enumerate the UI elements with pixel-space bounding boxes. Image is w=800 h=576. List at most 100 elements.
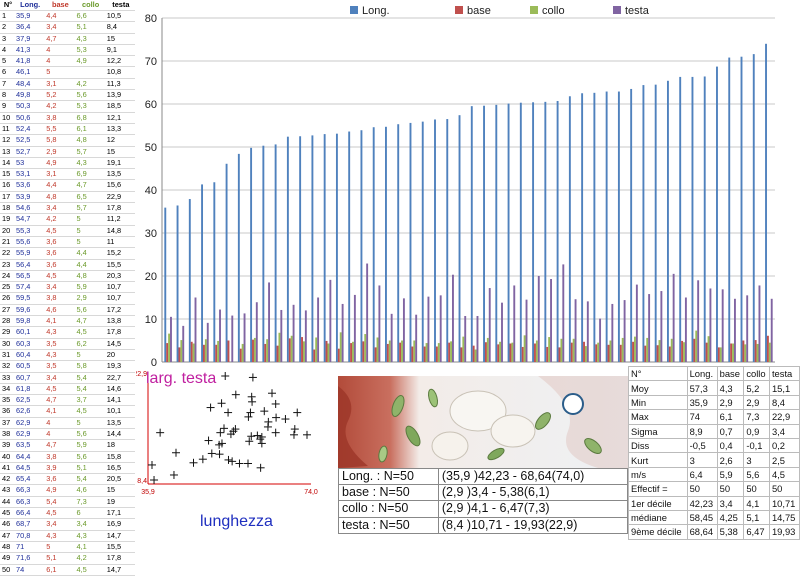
table-row: 17 53,9 4,8 6,5 22,9 <box>0 191 135 204</box>
bar-base <box>595 344 598 362</box>
table-cell: 55,9 <box>14 247 45 260</box>
table-cell: 3,7 <box>74 394 105 407</box>
bar-collo <box>302 341 305 362</box>
range-summary: Long. : N=50 (35,9 )42,23 - 68,64(74,0) ba… <box>338 467 629 534</box>
table-cell: 3,8 <box>44 292 75 305</box>
measurements-header-row: N° Long. base collo testa <box>0 0 135 11</box>
legend-swatch <box>613 6 621 14</box>
table-cell: 50 <box>0 564 14 576</box>
bar-base <box>558 347 561 362</box>
table-cell: 4,4 <box>44 10 75 23</box>
table-cell: 34 <box>0 383 14 396</box>
bar-testa <box>537 276 540 362</box>
table-cell: 6,2 <box>74 338 105 350</box>
table-row: 10 50,6 3,8 6,8 12,1 <box>0 112 135 124</box>
y-tick-label: 70 <box>145 56 157 68</box>
bar-testa <box>758 285 761 362</box>
stats-cell: Sigma <box>628 423 688 439</box>
table-cell: 5,6 <box>74 451 105 463</box>
table-row: 14 53 4,9 4,3 19,1 <box>0 157 135 170</box>
table-cell: 3,6 <box>44 247 75 260</box>
bar-testa <box>231 315 234 362</box>
table-cell: 5 <box>44 66 75 79</box>
stats-cell: 8,9 <box>686 423 718 439</box>
scatter-point <box>272 413 281 422</box>
table-row: 22 55,9 3,6 4,4 15,2 <box>0 247 135 260</box>
table-cell: 4,8 <box>44 191 75 204</box>
bar-base <box>374 347 377 362</box>
bar-collo <box>253 337 256 362</box>
table-cell: 41 <box>0 462 14 475</box>
table-cell: 5,2 <box>44 89 75 102</box>
bar-collo <box>634 336 636 362</box>
scatter-point <box>224 408 233 417</box>
bar-base <box>644 345 647 362</box>
bar-collo <box>683 342 685 362</box>
bar-base <box>766 335 769 362</box>
stats-cell: 5,2 <box>743 380 770 396</box>
table-cell: 14 <box>0 157 14 170</box>
bar-long <box>299 136 302 362</box>
bar-long <box>237 153 240 362</box>
table-cell: 53,6 <box>14 179 45 192</box>
table-row: 48 71 5 4,1 15,5 <box>0 541 135 554</box>
stats-cell: 10,71 <box>768 495 800 511</box>
table-cell: 21 <box>0 236 14 249</box>
bar-collo <box>339 332 342 362</box>
table-row: 49 71,6 5,1 4,2 17,8 <box>0 552 135 565</box>
table-cell: 5 <box>74 213 105 226</box>
table-cell: 20,5 <box>104 473 135 486</box>
bar-testa <box>206 322 209 362</box>
table-cell: 46 <box>0 518 14 531</box>
stats-cell: base <box>716 365 745 382</box>
stats-cell: Moy <box>628 380 688 396</box>
y-axis-title: larg. testa <box>146 370 216 387</box>
scatter-point <box>198 455 207 464</box>
table-cell: 64,4 <box>14 451 45 463</box>
table-cell: 15 <box>104 146 135 158</box>
table-cell: 6,1 <box>74 123 105 136</box>
scatter-point <box>246 408 255 417</box>
table-cell: 36 <box>0 405 14 418</box>
stats-cell: 15,1 <box>768 380 800 396</box>
table-cell: 5,7 <box>74 146 105 158</box>
table-cell: 15,6 <box>104 179 135 192</box>
table-cell: 53 <box>14 157 45 170</box>
bar-collo <box>290 335 293 362</box>
table-cell: 4,1 <box>74 541 105 554</box>
scatter-point <box>156 428 165 437</box>
stats-cell: 3 <box>743 452 770 468</box>
table-cell: 14,5 <box>104 338 135 350</box>
bar-collo <box>756 343 759 362</box>
table-cell: 5,6 <box>74 89 105 102</box>
bar-long <box>654 84 657 363</box>
table-cell: 57,4 <box>14 281 45 294</box>
bar-collo <box>523 335 526 362</box>
table-cell: 53,1 <box>14 168 45 181</box>
scatter-point <box>229 427 238 436</box>
table-row: 29 60,1 4,3 4,5 17,8 <box>0 326 135 339</box>
table-cell: 4,7 <box>44 394 75 407</box>
table-cell: 24 <box>0 270 14 283</box>
stats-row: Min 35,9 2,9 2,9 8,4 <box>628 394 800 411</box>
bar-testa <box>464 315 467 362</box>
table-cell: 5,8 <box>74 360 105 373</box>
bar-base <box>276 345 279 362</box>
table-cell: 6,6 <box>74 10 105 23</box>
bar-long <box>262 145 265 362</box>
bar-collo <box>646 337 649 362</box>
table-row: 23 56,4 3,6 4,4 15,5 <box>0 259 135 271</box>
table-cell: 3,5 <box>44 360 75 373</box>
y-tick-label: 60 <box>145 99 157 111</box>
stats-row: Moy 57,3 4,3 5,2 15,1 <box>628 380 800 396</box>
table-cell: 4 <box>44 55 75 68</box>
table-cell: 66,3 <box>14 496 45 509</box>
table-cell: 4,2 <box>44 100 75 113</box>
bar-collo <box>744 344 747 362</box>
y-tick-label: 20 <box>145 271 157 283</box>
bar-long <box>642 85 645 362</box>
legend-swatch <box>350 6 358 14</box>
table-cell: 50,6 <box>14 112 45 124</box>
bar-base <box>460 347 463 362</box>
table-cell: 31 <box>0 349 14 362</box>
